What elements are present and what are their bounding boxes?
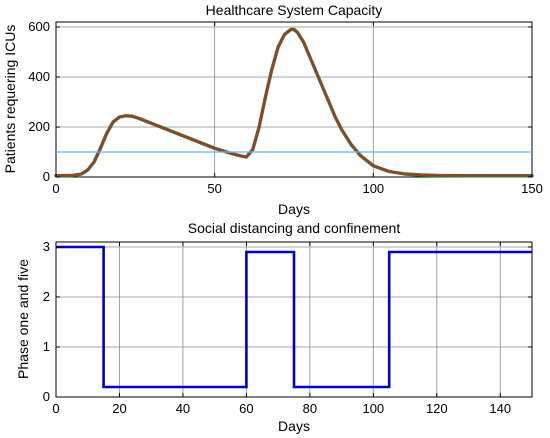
y-tick-label-top: 600	[28, 19, 50, 34]
y-tick-label-top: 400	[28, 69, 50, 84]
x-ticks-top: 0 50 100 150	[52, 22, 543, 196]
x-tick-label-bottom: 80	[303, 401, 317, 416]
y-tick-label-bottom: 1	[43, 339, 50, 354]
y-tick-label-top: 200	[28, 119, 50, 134]
y-tick-label-bottom: 0	[43, 389, 50, 404]
x-tick-label-top: 150	[521, 181, 543, 196]
x-tick-label-top: 100	[362, 181, 384, 196]
y-tick-label-bottom: 3	[43, 239, 50, 254]
series-top	[54, 27, 534, 178]
chart-bottom-social-distancing: 0 20 40 60 80 100 120 140 0 1 2 3 Social distancin…	[15, 220, 533, 434]
chart-top-healthcare-capacity: 0 50 100 150 0 200 400 600 Healthcare System C…	[2, 2, 543, 217]
chart-title-top: Healthcare System Capacity	[206, 2, 383, 18]
y-ticks-bottom: 0 1 2 3	[43, 239, 532, 404]
chart-title-bottom: Social distancing and confinement	[188, 220, 401, 236]
x-tick-label-top: 0	[52, 181, 59, 196]
x-tick-label-bottom: 60	[239, 401, 253, 416]
x-tick-label-bottom: 100	[362, 401, 384, 416]
series-curve-icu-patients	[55, 28, 533, 177]
x-ticks-bottom: 0 20 40 60 80 100 120 140	[52, 242, 511, 416]
plot-area-top	[55, 21, 533, 178]
x-tick-label-bottom: 0	[52, 401, 59, 416]
y-tick-label-top: 0	[43, 169, 50, 184]
series-bottom	[56, 245, 532, 389]
series-phase-step	[56, 245, 532, 389]
grid-top	[56, 22, 532, 177]
y-axis-label-top: Patients requering ICUs	[2, 25, 18, 174]
x-tick-label-bottom: 120	[426, 401, 448, 416]
x-axis-label-bottom: Days	[278, 418, 310, 434]
x-tick-label-bottom: 40	[176, 401, 190, 416]
y-ticks-top: 0 200 400 600	[28, 19, 532, 184]
y-tick-label-bottom: 2	[43, 289, 50, 304]
y-axis-label-bottom: Phase one and five	[15, 259, 31, 379]
x-tick-label-top: 50	[207, 181, 221, 196]
x-tick-label-bottom: 20	[112, 401, 126, 416]
x-axis-label-top: Days	[278, 201, 310, 217]
x-tick-label-bottom: 140	[489, 401, 511, 416]
